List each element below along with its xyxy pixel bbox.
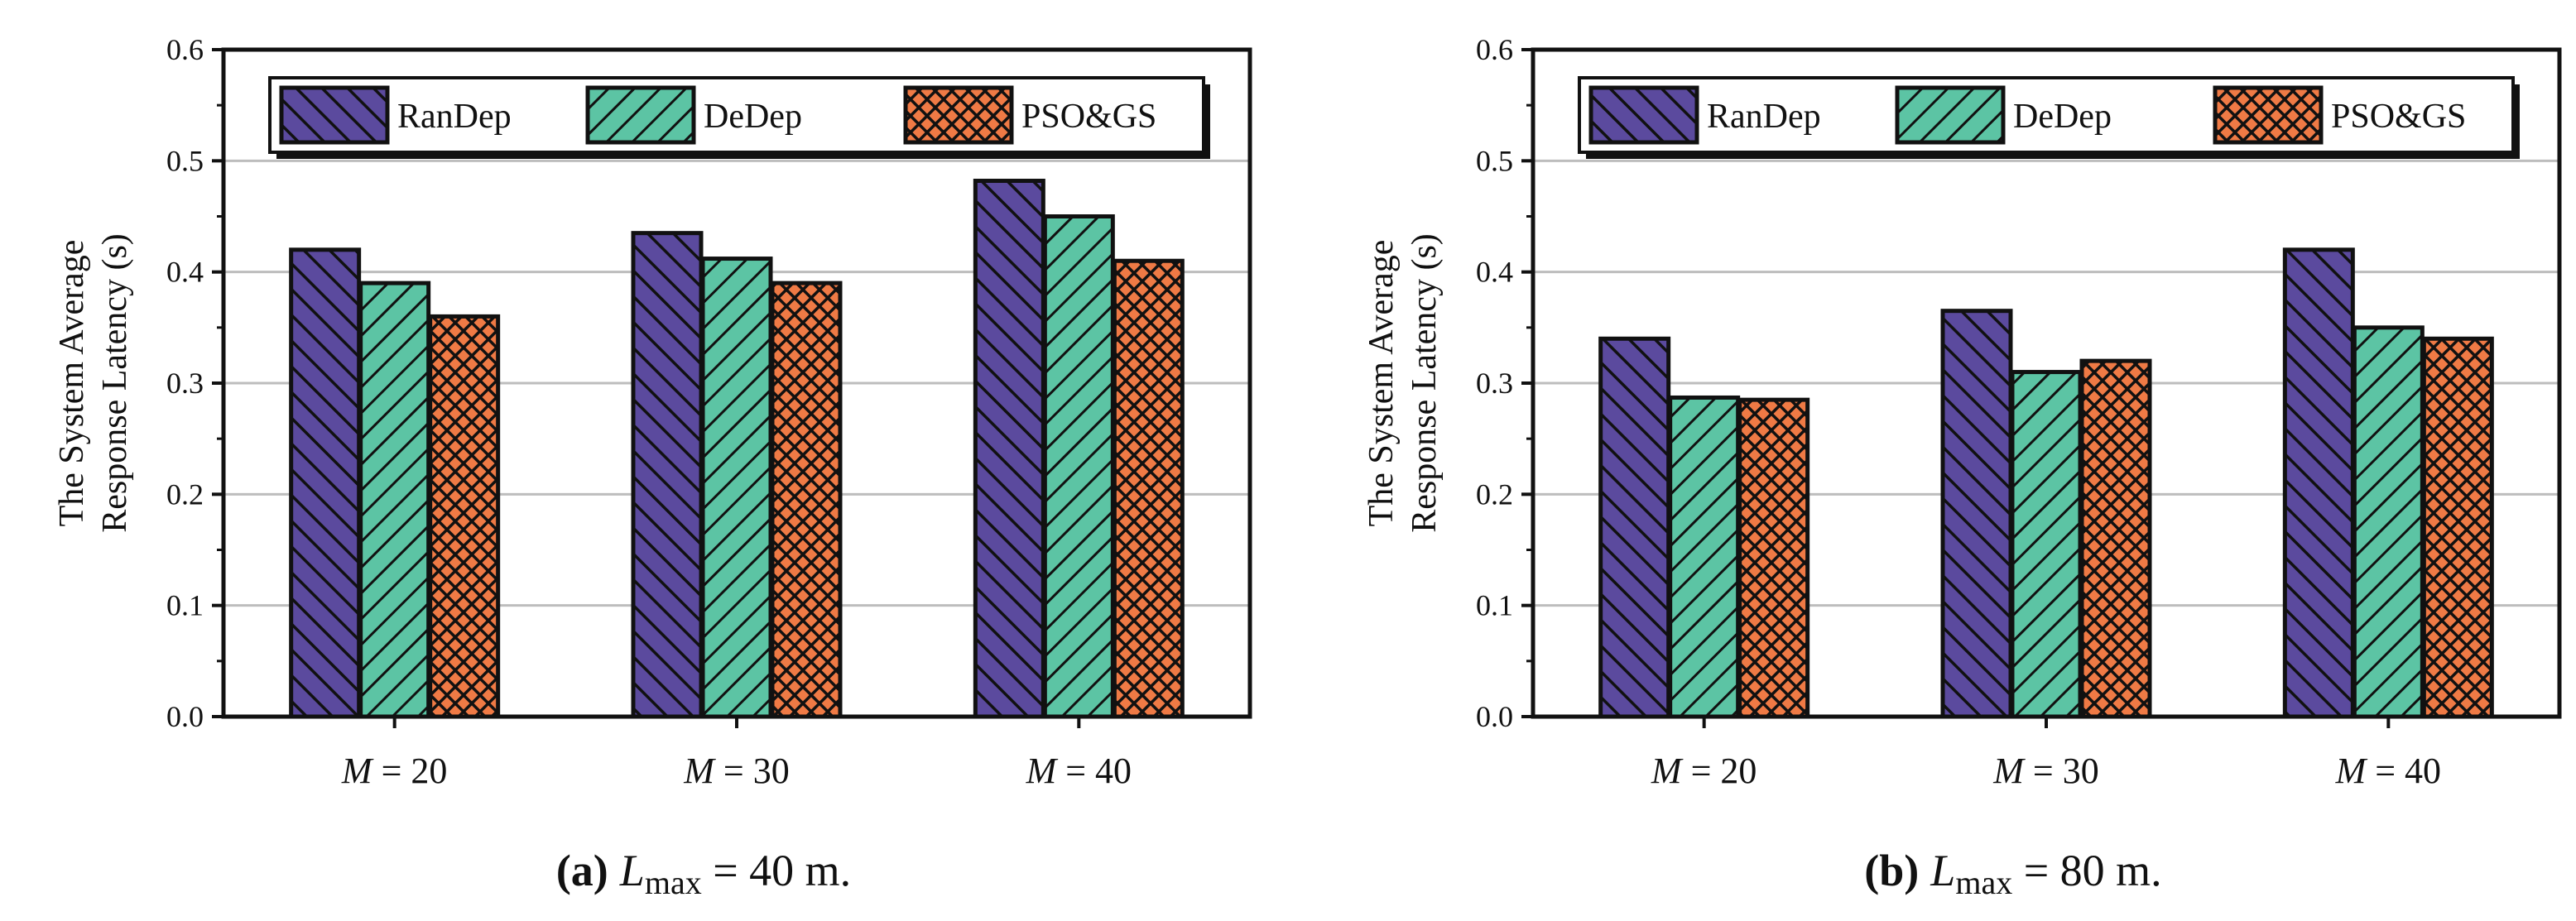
plot-frame [1531, 47, 2562, 719]
legend-label-dedep: DeDep [704, 98, 802, 136]
x-tick-label: M = 20 [1651, 751, 1757, 791]
bar-pso-gs [1737, 397, 1810, 719]
y-tick-label: 0.1 [166, 589, 204, 622]
x-tick-value: = 40 [2366, 751, 2441, 791]
legend-label-dedep: DeDep [2013, 98, 2112, 136]
caption-sub: max [645, 864, 702, 901]
legend-swatch-dedep [585, 85, 696, 145]
y-tick-label: 0.6 [166, 33, 204, 66]
bar-pso-gs [2421, 336, 2494, 719]
bar-randep [1940, 309, 2013, 719]
chart-caption: (a) Lmax = 40 m. [556, 846, 851, 901]
caption-sub: max [1955, 864, 2012, 901]
bar-randep [1598, 336, 1671, 719]
y-tick-label: 0.5 [166, 144, 204, 177]
x-tick-var: M [1651, 751, 1684, 791]
x-tick-value: = 20 [1682, 751, 1757, 791]
x-tick-var: M [341, 751, 374, 791]
bar-dedep [1668, 395, 1741, 719]
y-tick-label: 0.0 [1476, 700, 1513, 733]
legend-swatch-randep [279, 85, 390, 145]
y-axis-label-line: The System Average [1362, 240, 1401, 527]
y-tick-label: 0.2 [166, 477, 204, 511]
legend-swatch-pso-gs [2213, 85, 2324, 145]
bar-dedep [2010, 370, 2083, 719]
x-tick-label: M = 30 [1992, 751, 2098, 791]
x-tick-value: = 30 [2024, 751, 2099, 791]
legend-swatch-pso-gs [903, 85, 1014, 145]
x-tick-var: M [2335, 751, 2368, 791]
legend-box [268, 76, 1205, 154]
bar-pso-gs [1112, 258, 1185, 719]
x-tick-value: = 40 [1056, 751, 1132, 791]
x-tick-var: M [1026, 751, 1059, 791]
x-tick-value: = 30 [714, 751, 790, 791]
bar-randep [631, 231, 704, 719]
bar-randep [2282, 247, 2355, 719]
caption-rest: = 80 m. [2012, 846, 2161, 895]
x-tick-label: M = 40 [1026, 751, 1132, 791]
y-tick-label: 0.6 [1476, 33, 1513, 66]
x-tick-var: M [1992, 751, 2026, 791]
bar-randep [973, 179, 1045, 719]
y-tick-label: 0.3 [166, 367, 204, 400]
y-tick-label: 0.4 [1476, 256, 1513, 289]
caption-letter: (b) [1864, 846, 1919, 895]
plot-frame [221, 47, 1252, 719]
caption-letter: (a) [556, 846, 608, 895]
caption-var: L [1930, 846, 1955, 895]
legend-swatch-dedep [1895, 85, 2006, 145]
y-axis-label-line: The System Average [53, 240, 91, 527]
legend-box [1578, 76, 2515, 154]
chart-a: 0.00.10.20.30.40.50.6M = 20 M = 30 M = 40R… [53, 33, 1252, 901]
bar-dedep [700, 257, 773, 719]
bar-randep [289, 247, 362, 719]
bar-pso-gs [428, 314, 501, 719]
bar-pso-gs [2079, 358, 2152, 719]
legend-label-randep: RanDep [1707, 98, 1821, 136]
legend-label-randep: RanDep [397, 98, 512, 136]
y-tick-label: 0.5 [1476, 144, 1513, 177]
legend-label-pso-gs: PSO&GS [1021, 98, 1156, 136]
x-tick-label: M = 30 [683, 751, 789, 791]
legend-swatch-randep [1588, 85, 1699, 145]
bar-dedep [1042, 214, 1115, 719]
x-tick-label: M = 20 [341, 751, 447, 791]
x-tick-var: M [683, 751, 716, 791]
y-tick-label: 0.0 [166, 700, 204, 733]
y-tick-label: 0.1 [1476, 589, 1513, 622]
x-tick-label: M = 40 [2335, 751, 2441, 791]
x-tick-value: = 20 [372, 751, 448, 791]
y-tick-label: 0.3 [1476, 367, 1513, 400]
y-tick-label: 0.2 [1476, 477, 1513, 511]
chart-caption: (b) Lmax = 80 m. [1864, 846, 2161, 901]
bar-dedep [358, 281, 431, 719]
caption-rest: = 40 m. [702, 846, 851, 895]
y-axis-label-line: Response Latency (s) [96, 233, 134, 533]
bar-dedep [2352, 325, 2425, 719]
bar-pso-gs [770, 281, 843, 719]
chart-b: 0.00.10.20.30.40.50.6M = 20 M = 30 M = 40R… [1362, 33, 2562, 901]
legend-label-pso-gs: PSO&GS [2331, 98, 2466, 136]
y-tick-label: 0.4 [166, 256, 204, 289]
caption-var: L [619, 846, 645, 895]
y-axis-label-line: Response Latency (s) [1406, 233, 1444, 533]
